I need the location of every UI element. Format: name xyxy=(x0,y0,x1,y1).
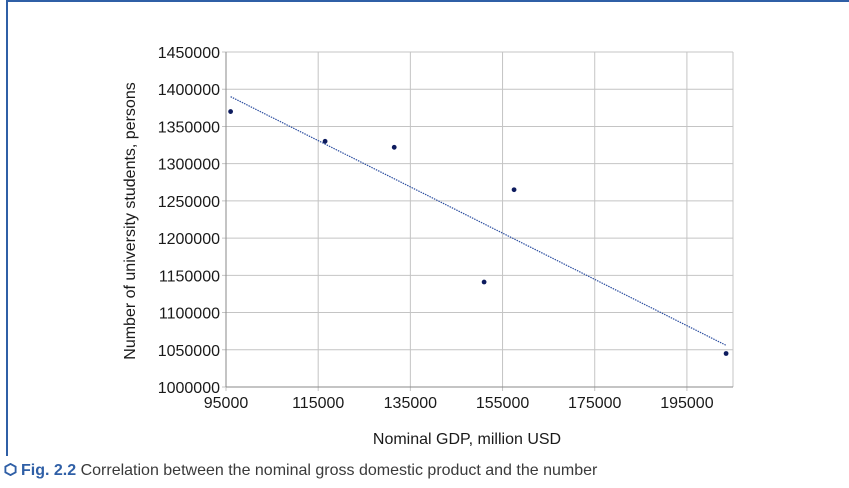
y-axis-label: Number of university students, persons xyxy=(122,82,139,359)
x-axis-label: Nominal GDP, million USD xyxy=(373,431,561,448)
y-tick-label: 1350000 xyxy=(158,119,220,136)
caption-text: Correlation between the nominal gross do… xyxy=(80,462,598,479)
data-point xyxy=(723,351,729,356)
x-tick-label: 155000 xyxy=(476,395,529,412)
data-point xyxy=(481,279,487,285)
y-tick-label: 1000000 xyxy=(158,380,220,397)
y-tick-label: 1200000 xyxy=(158,231,220,248)
figure-caption: Fig. 2.2 Correlation between the nominal… xyxy=(4,462,597,480)
x-tick-label: 135000 xyxy=(384,395,437,412)
y-tick-labels: 1000000 1050000 1100000 1150000 1200000 12500… xyxy=(158,45,220,397)
figure-frame xyxy=(6,0,849,456)
axes xyxy=(225,52,733,388)
data-point xyxy=(228,109,234,114)
data-point xyxy=(511,187,517,193)
data-point xyxy=(391,144,397,150)
data-points xyxy=(228,109,729,356)
trendline-line xyxy=(230,96,727,346)
data-point xyxy=(322,138,328,144)
x-tick-label: 175000 xyxy=(568,395,621,412)
y-tick-label: 1250000 xyxy=(158,194,220,211)
y-tick-label: 1050000 xyxy=(158,343,220,360)
x-tick-label: 115000 xyxy=(292,395,344,412)
y-tick-label: 1450000 xyxy=(158,45,220,62)
x-tick-labels: 95000 115000 135000 155000 175000 195000 xyxy=(204,395,714,412)
x-tick-label: 95000 xyxy=(204,395,249,412)
scatter-chart: 1000000 1050000 1100000 1150000 1200000 12500… xyxy=(122,45,734,448)
y-tick-label: 1400000 xyxy=(158,82,220,99)
x-tick-label: 195000 xyxy=(660,395,713,412)
y-tick-label: 1300000 xyxy=(158,157,220,174)
hexagon-icon xyxy=(4,463,17,476)
y-tick-label: 1150000 xyxy=(159,268,220,285)
y-tick-label: 1100000 xyxy=(159,306,220,323)
figure-number: Fig. 2.2 xyxy=(21,462,77,479)
grid-lines xyxy=(222,51,734,391)
trendline xyxy=(230,96,727,346)
